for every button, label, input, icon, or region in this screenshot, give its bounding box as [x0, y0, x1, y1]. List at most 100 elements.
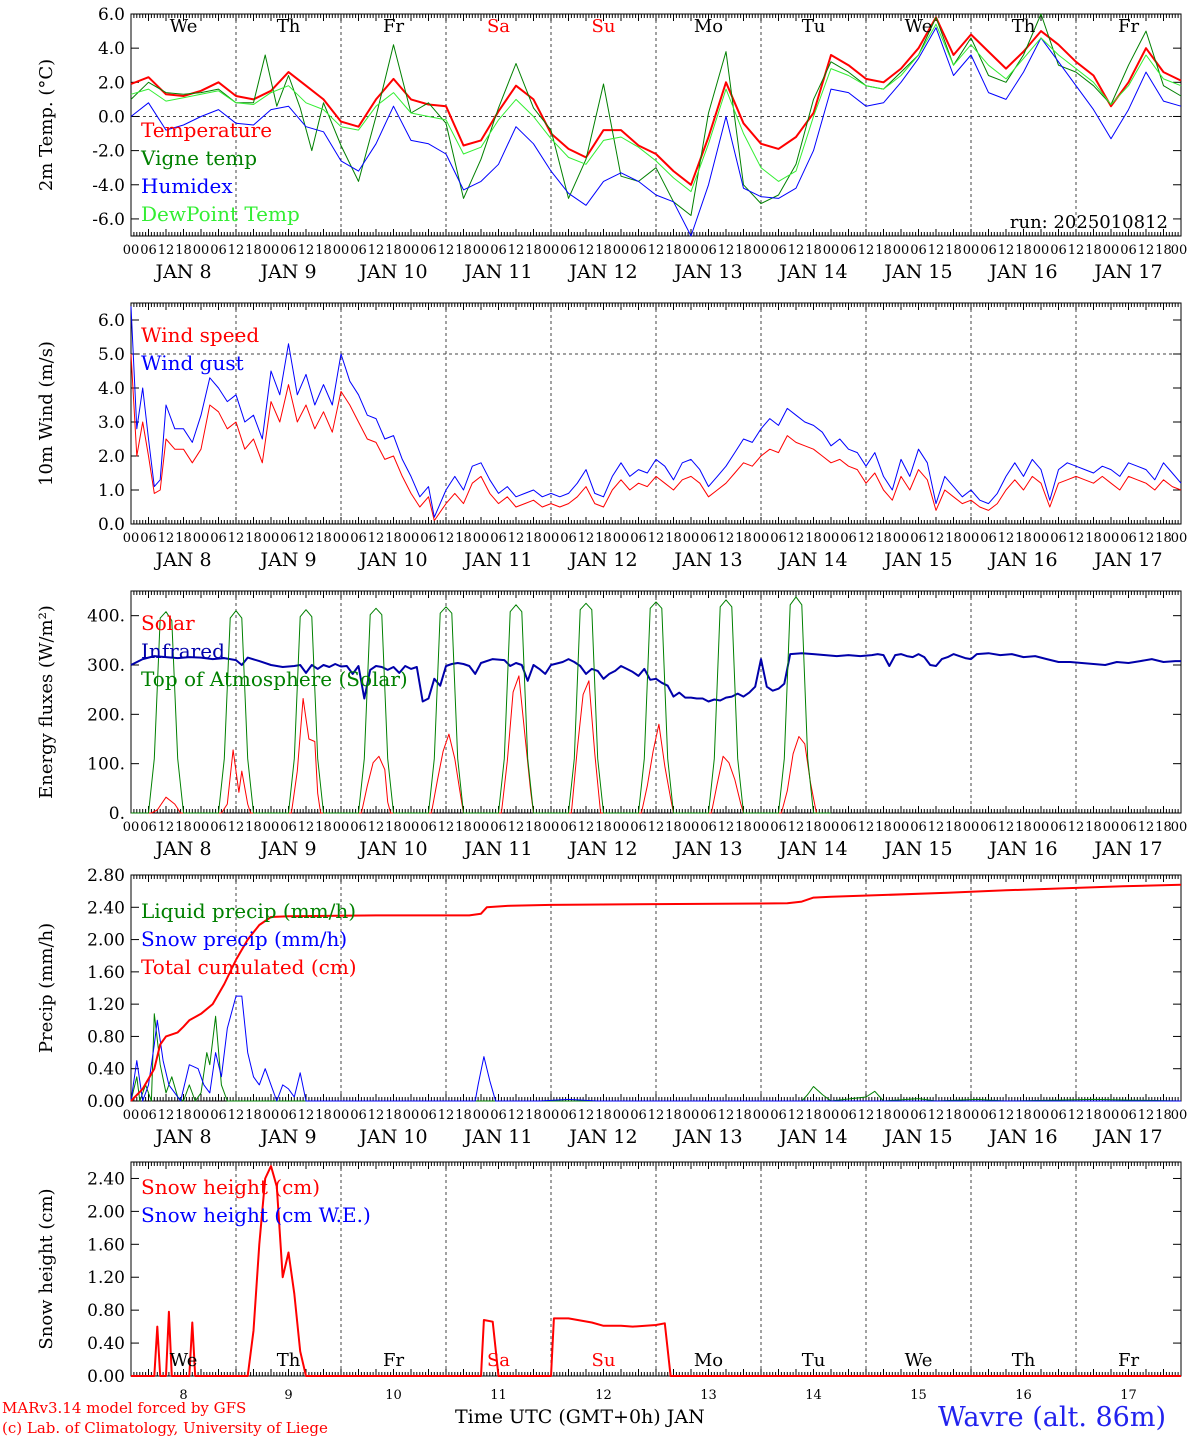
y-tick-label: 2.00	[87, 931, 125, 951]
hour-tick-label: 12	[578, 1108, 595, 1123]
hour-tick-label: 00	[1033, 243, 1050, 258]
hour-tick-label: 12	[1068, 243, 1085, 258]
hour-tick-label: 00	[193, 243, 210, 258]
weekday-label: We	[905, 1350, 933, 1371]
y-axis-title: Precip (mm/h)	[36, 923, 57, 1053]
y-tick-label: -6.0	[92, 210, 125, 230]
hour-tick-label: 18	[875, 531, 892, 546]
series-line-snow-height-cm	[131, 1165, 1181, 1377]
y-tick-label: 1.60	[87, 1235, 125, 1255]
hour-tick-label: 00	[893, 820, 910, 835]
hour-tick-label: 12	[998, 1108, 1015, 1123]
legend-entry: Top of Atmosphere (Solar)	[141, 667, 408, 691]
hour-tick-label: 06	[630, 820, 647, 835]
legend-entry: Solar	[141, 611, 195, 635]
legend-entry: Snow precip (mm/h)	[141, 927, 347, 951]
hour-tick-label: 00	[403, 243, 420, 258]
hour-tick-label: 00	[263, 531, 280, 546]
hour-tick-label: 18	[1155, 820, 1172, 835]
hour-tick-label: 18	[525, 531, 542, 546]
weekday-label: Fr	[383, 1350, 404, 1371]
hour-tick-label: 06	[350, 531, 367, 546]
series-line-snow-precip-mm-h	[130, 995, 1181, 1102]
date-label: JAN 12	[567, 549, 637, 571]
hour-tick-label: 12	[368, 1108, 385, 1123]
hour-tick-label: 12	[438, 1108, 455, 1123]
hour-tick-label: 00	[893, 1108, 910, 1123]
hour-tick-label: 06	[630, 531, 647, 546]
hour-tick-label: 06	[560, 1108, 577, 1123]
hour-tick-label: 18	[665, 531, 682, 546]
hour-tick-label: 00	[543, 820, 560, 835]
date-label: JAN 11	[462, 261, 532, 283]
run-label: run: 2025010812	[1010, 212, 1168, 233]
hour-tick-label: 00	[543, 531, 560, 546]
weekday-label: Sa	[487, 16, 510, 37]
hour-tick-label: 12	[298, 243, 315, 258]
hour-tick-label: 18	[945, 531, 962, 546]
hour-tick-label: 18	[385, 531, 402, 546]
hour-tick-label: 06	[1120, 531, 1137, 546]
date-label: JAN 13	[672, 838, 742, 860]
hour-tick-label: 00	[1103, 243, 1120, 258]
y-tick-label: 0.40	[87, 1060, 125, 1080]
hour-tick-label: 06	[770, 1108, 787, 1123]
date-label: JAN 15	[882, 549, 952, 571]
weekday-label: Su	[592, 16, 616, 37]
hour-tick-label: 00	[333, 243, 350, 258]
hour-tick-label: 12	[298, 531, 315, 546]
hour-tick-label: 00	[683, 243, 700, 258]
hour-tick-label: 18	[455, 1108, 472, 1123]
day-number-label: 15	[910, 1388, 927, 1403]
hour-tick-label: 18	[805, 820, 822, 835]
hour-tick-label: 00	[123, 820, 140, 835]
date-label: JAN 16	[987, 838, 1057, 860]
hour-tick-label: 12	[368, 243, 385, 258]
hour-tick-label: 06	[1050, 531, 1067, 546]
y-tick-label: 2.40	[87, 898, 125, 918]
series-line-wind-speed	[130, 353, 1182, 522]
hour-tick-label: 18	[875, 243, 892, 258]
hour-tick-label: 12	[858, 820, 875, 835]
hour-tick-label: 06	[140, 820, 157, 835]
hour-tick-label: 12	[508, 243, 525, 258]
hour-tick-label: 06	[420, 243, 437, 258]
hour-tick-label: 00	[123, 1108, 140, 1123]
hour-tick-label: 06	[280, 243, 297, 258]
y-tick-label: -2.0	[92, 142, 125, 162]
hour-tick-label: 00	[543, 243, 560, 258]
hour-tick-label: 00	[1171, 1108, 1188, 1123]
hour-tick-label: 18	[175, 1108, 192, 1123]
series-line-infrared	[130, 652, 1181, 703]
hour-tick-label: 06	[560, 820, 577, 835]
hour-tick-label: 06	[350, 1108, 367, 1123]
y-tick-label: 0.	[109, 804, 125, 824]
hour-tick-label: 18	[385, 243, 402, 258]
hour-tick-label: 12	[1138, 820, 1155, 835]
day-number-label: 14	[805, 1388, 822, 1403]
hour-tick-label: 18	[945, 820, 962, 835]
hour-tick-label: 18	[315, 1108, 332, 1123]
legend-entry: Liquid precip (mm/h)	[141, 899, 356, 923]
time-axis-label: Time UTC (GMT+0h) JAN	[455, 1406, 705, 1428]
hour-tick-label: 00	[473, 243, 490, 258]
hour-tick-label: 18	[175, 531, 192, 546]
hour-tick-label: 00	[613, 243, 630, 258]
hour-tick-label: 00	[473, 820, 490, 835]
hour-tick-label: 06	[140, 1108, 157, 1123]
hour-tick-label: 18	[455, 531, 472, 546]
hour-tick-label: 00	[333, 820, 350, 835]
hour-tick-label: 12	[788, 243, 805, 258]
y-tick-label: 4.0	[98, 39, 125, 59]
hour-tick-label: 18	[875, 820, 892, 835]
date-label: JAN 10	[357, 1126, 427, 1148]
hour-tick-label: 18	[245, 1108, 262, 1123]
hour-tick-label: 00	[1171, 243, 1188, 258]
hour-tick-label: 06	[700, 243, 717, 258]
hour-tick-label: 18	[385, 820, 402, 835]
legend-entry: DewPoint Temp	[141, 202, 300, 226]
hour-tick-label: 00	[683, 820, 700, 835]
hour-tick-label: 06	[630, 243, 647, 258]
date-label: JAN 10	[357, 838, 427, 860]
hour-tick-label: 00	[613, 531, 630, 546]
